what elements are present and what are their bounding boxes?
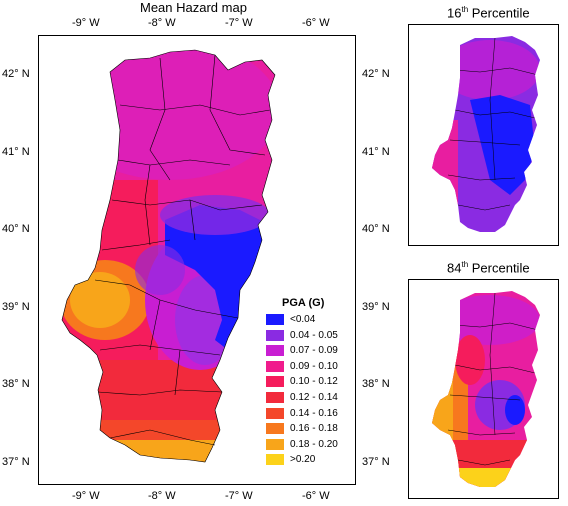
legend-item: 0.18 - 0.20: [266, 438, 338, 450]
inset-16-hazard-field: [432, 36, 540, 232]
legend-swatch: [266, 376, 284, 388]
main-district-borders: [61, 49, 276, 463]
legend-label: 0.04 - 0.05: [290, 329, 338, 341]
legend-title: PGA (G): [282, 297, 325, 309]
main-map-title: Mean Hazard map: [140, 0, 247, 15]
main-lon-top-2: -8° W: [148, 17, 176, 29]
legend-swatch: [266, 329, 284, 341]
legend-item: 0.09 - 0.10: [266, 360, 338, 372]
legend-item: 0.04 - 0.05: [266, 329, 338, 341]
legend-label: 0.12 - 0.14: [290, 392, 338, 403]
inset-84-borders: [447, 292, 539, 466]
legend-item: 0.07 - 0.09: [266, 345, 338, 357]
legend-label: 0.16 - 0.18: [290, 423, 338, 435]
legend-item: 0.10 - 0.12: [266, 376, 338, 388]
main-lat-left-6: 37° N: [2, 456, 30, 468]
legend-item: 0.14 - 0.16: [266, 407, 338, 419]
main-lat-right-2: 41° N: [362, 146, 390, 158]
legend-label: 0.14 - 0.16: [290, 407, 338, 419]
inset-16-borders: [447, 37, 539, 211]
main-lon-bottom-2: -8° W: [148, 490, 176, 502]
main-lat-right-4: 39° N: [362, 301, 390, 313]
legend-swatch: [266, 454, 284, 466]
main-lat-left-5: 38° N: [2, 378, 30, 390]
main-lon-top-1: -9° W: [72, 17, 100, 29]
main-lon-top-3: -7° W: [225, 17, 253, 29]
main-hazard-field: [62, 50, 275, 462]
main-lon-top-4: -6° W: [302, 17, 330, 29]
legend-swatch: [266, 314, 284, 325]
main-lat-left-1: 42° N: [2, 68, 30, 80]
main-lat-right-6: 37° N: [362, 456, 390, 468]
legend-swatch: [266, 438, 284, 450]
legend-label: <0.04: [290, 314, 316, 325]
legend-item: 0.16 - 0.18: [266, 423, 338, 435]
main-lat-left-4: 39° N: [2, 301, 30, 313]
main-lat-right-3: 40° N: [362, 223, 390, 235]
legend-item: <0.04: [266, 314, 315, 325]
legend-item: >0.20: [266, 454, 316, 466]
legend-label: 0.09 - 0.10: [290, 360, 338, 372]
main-lat-left-3: 40° N: [2, 223, 30, 235]
legend-item: 0.12 - 0.14: [266, 392, 338, 403]
legend-swatch: [266, 407, 284, 419]
main-lat-right-5: 38° N: [362, 378, 390, 390]
legend-label: >0.20: [290, 454, 316, 466]
main-lat-right-1: 42° N: [362, 68, 390, 80]
inset-84-hazard-field: [432, 291, 540, 487]
legend-label: 0.18 - 0.20: [290, 438, 338, 450]
legend-swatch: [266, 360, 284, 372]
main-lon-bottom-4: -6° W: [302, 490, 330, 502]
legend-label: 0.07 - 0.09: [290, 345, 338, 357]
inset-84-title: 84th Percentile: [447, 260, 530, 276]
main-lat-left-2: 41° N: [2, 146, 30, 158]
main-lon-bottom-3: -7° W: [225, 490, 253, 502]
main-lon-bottom-1: -9° W: [72, 490, 100, 502]
legend-swatch: [266, 392, 284, 403]
inset-16-title: 16th Percentile: [447, 5, 530, 21]
legend-swatch: [266, 423, 284, 435]
legend-label: 0.10 - 0.12: [290, 376, 338, 388]
legend-swatch: [266, 345, 284, 357]
